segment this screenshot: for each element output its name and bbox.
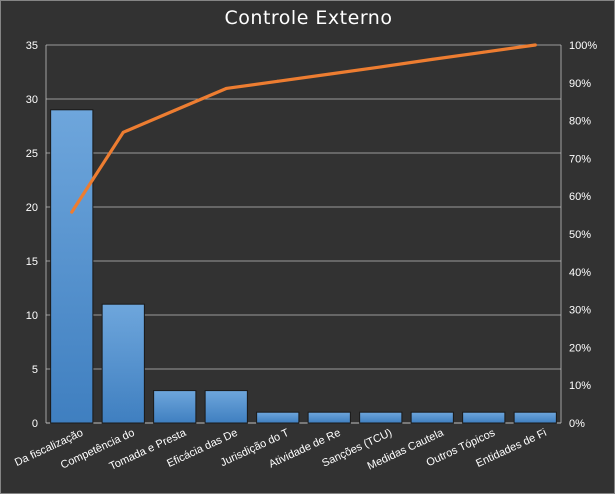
bar — [462, 411, 506, 424]
bar — [204, 390, 248, 424]
cumulative-point — [430, 57, 434, 61]
bar — [101, 303, 145, 424]
y-right-tick-label: 80% — [569, 116, 591, 128]
bar — [307, 411, 351, 424]
bar — [410, 411, 454, 424]
chart-title: Controle Externo — [224, 7, 393, 29]
y-left-tick-label: 5 — [32, 364, 38, 376]
y-right-tick-label: 60% — [569, 191, 591, 203]
cumulative-point — [121, 130, 125, 134]
y-left-tick-label: 30 — [26, 94, 38, 106]
y-right-tick-label: 40% — [569, 267, 591, 279]
y-right-tick-label: 20% — [569, 342, 591, 354]
bar — [513, 411, 557, 424]
y-left-tick-label: 15 — [26, 256, 38, 268]
cumulative-point — [327, 72, 331, 76]
cumulative-point — [173, 108, 177, 112]
cumulative-point — [224, 86, 228, 90]
bar — [359, 411, 403, 424]
y-right-tick-label: 10% — [569, 380, 591, 392]
bar — [256, 411, 300, 424]
y-left-tick-label: 10 — [26, 310, 38, 322]
y-right-tick-label: 70% — [569, 153, 591, 165]
cumulative-point — [70, 210, 74, 214]
y-left-tick-label: 20 — [26, 202, 38, 214]
bar — [50, 109, 94, 424]
y-right-tick-label: 0% — [569, 418, 585, 430]
y-left-tick-label: 25 — [26, 148, 38, 160]
cumulative-point — [482, 50, 486, 54]
y-right-tick-label: 100% — [569, 40, 597, 52]
y-right-tick-label: 90% — [569, 78, 591, 90]
y-left-tick-label: 35 — [26, 40, 38, 52]
y-right-tick-label: 50% — [569, 229, 591, 241]
y-left-tick-label: 0 — [32, 418, 38, 430]
cumulative-line — [70, 43, 537, 214]
cumulative-point — [379, 65, 383, 69]
cumulative-point — [276, 79, 280, 83]
y-right-tick-label: 30% — [569, 305, 591, 317]
cumulative-point — [533, 43, 537, 47]
bar — [153, 390, 197, 424]
